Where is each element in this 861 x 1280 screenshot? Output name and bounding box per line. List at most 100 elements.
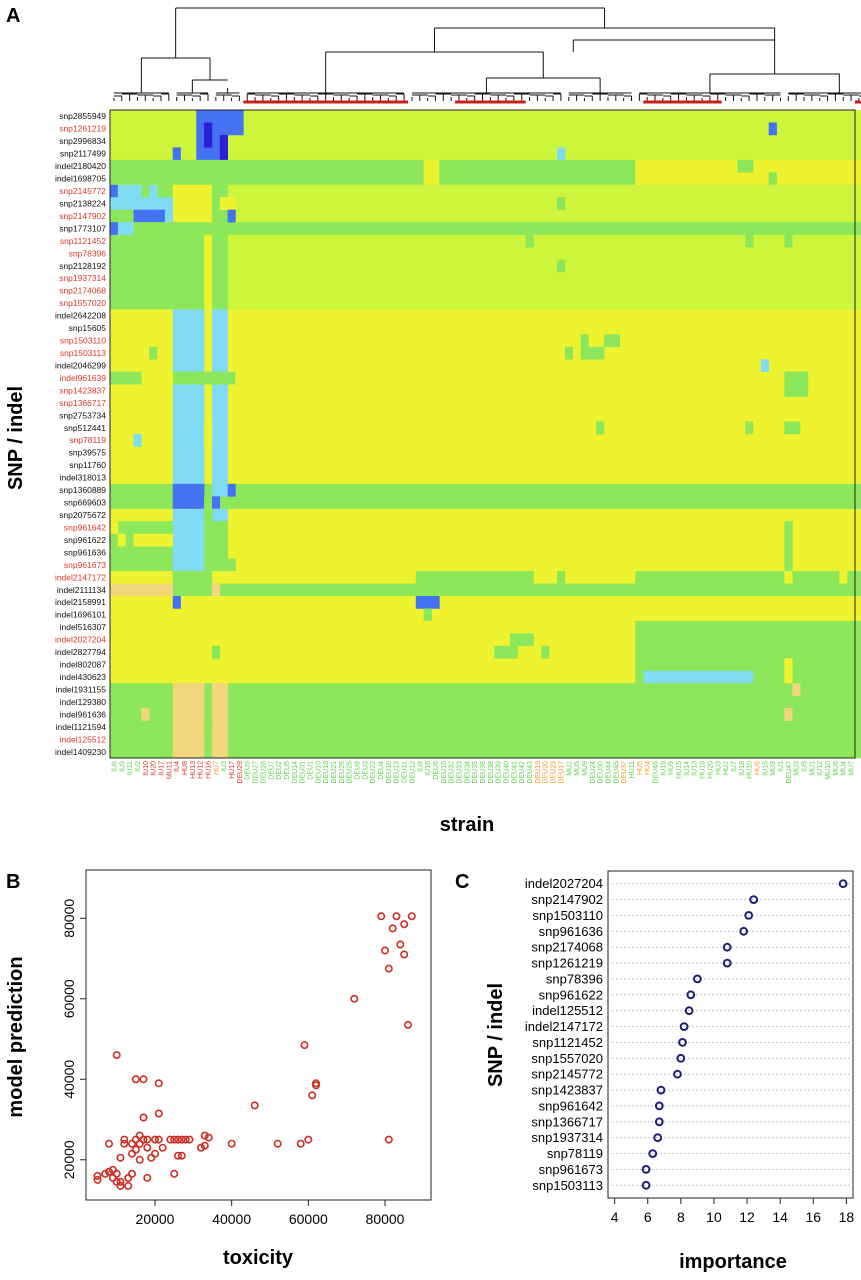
- plot-frame-c: [607, 870, 854, 1199]
- heatmap-cell-block: [110, 159, 424, 186]
- scatter-point: [147, 1153, 156, 1162]
- importance-label: snp2145772: [531, 1067, 603, 1082]
- importance-point: [744, 911, 754, 920]
- column-label: HU15: [676, 761, 683, 779]
- row-label: snp78396: [69, 248, 107, 258]
- importance-label: snp1503110: [532, 908, 603, 923]
- scatter-point: [377, 912, 386, 921]
- importance-point: [693, 974, 702, 984]
- heatmap-cell-block: [211, 583, 221, 597]
- heatmap-cell-block: [172, 483, 205, 510]
- heatmap-cell-block: [557, 571, 566, 584]
- column-label: DEU17: [558, 761, 565, 784]
- column-label: DEU22: [370, 761, 377, 784]
- scatter-point: [93, 1171, 102, 1180]
- y-axis-label-a: SNP / indel: [5, 386, 27, 490]
- importance-label: snp2147902: [531, 892, 603, 907]
- column-label: HU3: [715, 761, 722, 775]
- heatmap-cell-block: [172, 508, 228, 522]
- heatmap-cell-block: [815, 658, 840, 672]
- row-label: snp39575: [69, 448, 107, 458]
- row-label: snp2138224: [59, 199, 106, 209]
- x-tick-label-c: 4: [611, 1209, 619, 1225]
- column-label: DEU5: [284, 761, 291, 780]
- column-label: MU11: [166, 761, 173, 779]
- row-label: snp2996834: [59, 136, 106, 146]
- heatmap-cell-block: [211, 234, 228, 310]
- heatmap-cell-block: [211, 683, 228, 759]
- importance-rows: indel2027204snp2147902snp1503110snp96163…: [525, 876, 853, 1193]
- heatmap-cell-block: [557, 259, 566, 273]
- heatmap-cell-block: [415, 596, 440, 609]
- row-label: snp78119: [69, 435, 106, 445]
- heatmap-cells: [110, 110, 861, 759]
- column-label: IU2: [135, 761, 142, 772]
- row-label: snp2855949: [59, 111, 106, 121]
- importance-label: indel2027204: [525, 876, 603, 891]
- column-label: IU5: [802, 761, 809, 772]
- x-axis-label-a: strain: [440, 814, 494, 836]
- importance-point: [673, 1069, 682, 1079]
- importance-point: [654, 1101, 664, 1111]
- scatter-point: [124, 1181, 133, 1190]
- row-label: indel802087: [60, 660, 107, 670]
- row-label: indel318013: [60, 473, 107, 483]
- row-label: indel961636: [60, 709, 107, 719]
- column-label: DEU4: [378, 761, 385, 780]
- column-label: MU6: [833, 761, 840, 776]
- scatter-point: [204, 1133, 213, 1142]
- heatmap-cell-block: [204, 122, 213, 148]
- column-label: HU6: [755, 761, 762, 775]
- column-label: HU2: [723, 761, 730, 775]
- row-label: indel2046299: [55, 361, 106, 371]
- scatter-point: [177, 1135, 186, 1144]
- heatmap-cell-block: [204, 421, 213, 447]
- heatmap-cell-block: [110, 583, 861, 597]
- column-label: DEU15: [441, 761, 448, 784]
- heatmap-cell-block: [141, 708, 150, 721]
- column-label: DEU24: [590, 761, 597, 784]
- axis-ticks-c: 4 6 8 10 12 14 16 18: [611, 1198, 855, 1225]
- heatmap-cell-block: [784, 234, 793, 248]
- column-label: IU16: [425, 761, 432, 776]
- column-label: IU20: [151, 761, 158, 776]
- importance-point: [656, 1085, 666, 1095]
- column-label: DEU42: [519, 761, 526, 784]
- x-tick-label-c: 8: [677, 1209, 685, 1225]
- column-label: IU11: [127, 761, 134, 775]
- column-label: IU12: [817, 761, 824, 776]
- heatmap-cell-block: [760, 359, 770, 372]
- heatmap-cell-block: [227, 222, 861, 235]
- scatter-point: [139, 1113, 148, 1122]
- heatmap-frame: [109, 109, 856, 759]
- x-tick-label-c: 18: [839, 1209, 855, 1225]
- x-tick-label-b: 60000: [289, 1211, 328, 1227]
- heatmap-cell-block: [117, 533, 126, 547]
- y-tick-label-b: 60000: [61, 979, 77, 1018]
- row-label: indel2147172: [55, 572, 106, 582]
- heatmap-cell-block: [204, 496, 213, 510]
- importance-point: [648, 1149, 658, 1158]
- heatmap-cell-block: [768, 122, 777, 136]
- heatmap-cell-block: [635, 670, 754, 684]
- scatter-point: [185, 1135, 194, 1144]
- heatmap-cell-block: [784, 571, 793, 584]
- heatmap-cell-block: [737, 159, 754, 173]
- scatter-point: [128, 1169, 137, 1178]
- heatmap-cell-block: [204, 720, 213, 734]
- heatmap-cell-block: [117, 222, 134, 235]
- column-label: DEU40: [504, 761, 511, 784]
- heatmap-cell-block: [211, 645, 221, 659]
- row-label: snp1423837: [59, 385, 106, 395]
- scatter-point: [112, 1051, 121, 1060]
- heatmap-cell-block: [588, 346, 605, 360]
- column-label: DEU36: [480, 761, 487, 784]
- column-label: IU15: [762, 761, 769, 776]
- column-label: HU10: [747, 761, 754, 779]
- scatter-point: [120, 1139, 129, 1148]
- heatmap-cell-block: [172, 309, 205, 485]
- column-label: DEU16: [386, 761, 393, 784]
- column-label: DEU7: [268, 761, 275, 780]
- plot-frame-b: [85, 869, 432, 1201]
- column-label: DEU8: [355, 761, 362, 780]
